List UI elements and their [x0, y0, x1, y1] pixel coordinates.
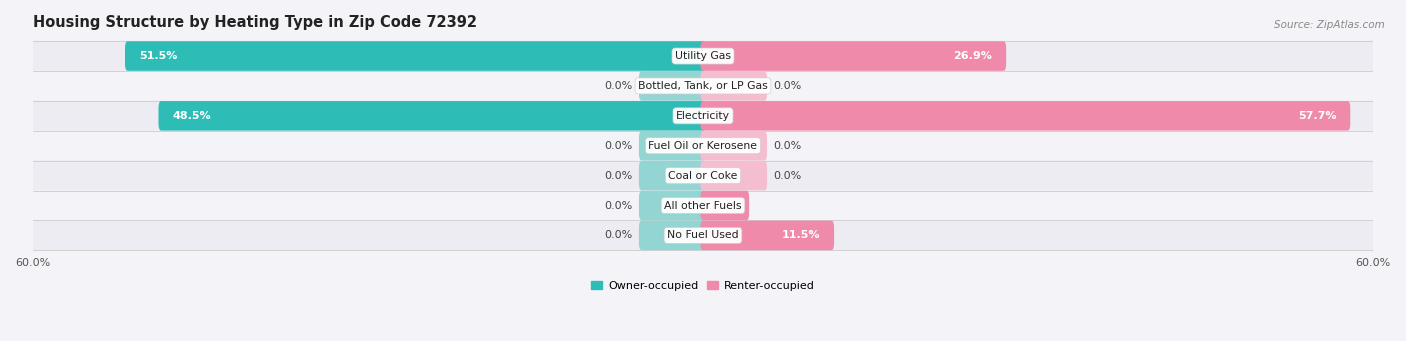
FancyBboxPatch shape [638, 71, 706, 101]
Text: 0.0%: 0.0% [605, 141, 633, 151]
FancyBboxPatch shape [125, 41, 706, 71]
Text: Bottled, Tank, or LP Gas: Bottled, Tank, or LP Gas [638, 81, 768, 91]
FancyBboxPatch shape [700, 221, 834, 250]
Text: 48.5%: 48.5% [173, 111, 211, 121]
Text: 11.5%: 11.5% [782, 231, 820, 240]
FancyBboxPatch shape [700, 101, 1350, 131]
Text: Fuel Oil or Kerosene: Fuel Oil or Kerosene [648, 141, 758, 151]
Text: Coal or Coke: Coal or Coke [668, 170, 738, 181]
FancyBboxPatch shape [32, 71, 1374, 101]
FancyBboxPatch shape [700, 41, 1007, 71]
FancyBboxPatch shape [32, 41, 1374, 71]
FancyBboxPatch shape [638, 131, 706, 161]
FancyBboxPatch shape [700, 131, 768, 161]
Text: 57.7%: 57.7% [1298, 111, 1337, 121]
Text: Electricity: Electricity [676, 111, 730, 121]
FancyBboxPatch shape [700, 191, 749, 220]
FancyBboxPatch shape [32, 131, 1374, 161]
FancyBboxPatch shape [32, 190, 1374, 221]
FancyBboxPatch shape [32, 160, 1374, 191]
FancyBboxPatch shape [32, 101, 1374, 131]
FancyBboxPatch shape [700, 161, 768, 190]
FancyBboxPatch shape [638, 161, 706, 190]
Text: 0.0%: 0.0% [773, 170, 801, 181]
Text: 0.0%: 0.0% [605, 170, 633, 181]
Text: 0.0%: 0.0% [605, 231, 633, 240]
Text: Housing Structure by Heating Type in Zip Code 72392: Housing Structure by Heating Type in Zip… [32, 15, 477, 30]
Text: Source: ZipAtlas.com: Source: ZipAtlas.com [1274, 20, 1385, 30]
Text: 51.5%: 51.5% [139, 51, 177, 61]
Text: 0.0%: 0.0% [773, 141, 801, 151]
Text: 0.0%: 0.0% [773, 81, 801, 91]
Text: 26.9%: 26.9% [953, 51, 993, 61]
FancyBboxPatch shape [32, 220, 1374, 251]
Text: 3.9%: 3.9% [704, 201, 735, 210]
Legend: Owner-occupied, Renter-occupied: Owner-occupied, Renter-occupied [586, 276, 820, 295]
FancyBboxPatch shape [638, 191, 706, 220]
Text: All other Fuels: All other Fuels [664, 201, 742, 210]
Text: 0.0%: 0.0% [605, 201, 633, 210]
Text: No Fuel Used: No Fuel Used [668, 231, 738, 240]
FancyBboxPatch shape [159, 101, 706, 131]
FancyBboxPatch shape [700, 71, 768, 101]
FancyBboxPatch shape [638, 221, 706, 250]
Text: Utility Gas: Utility Gas [675, 51, 731, 61]
Text: 0.0%: 0.0% [605, 81, 633, 91]
